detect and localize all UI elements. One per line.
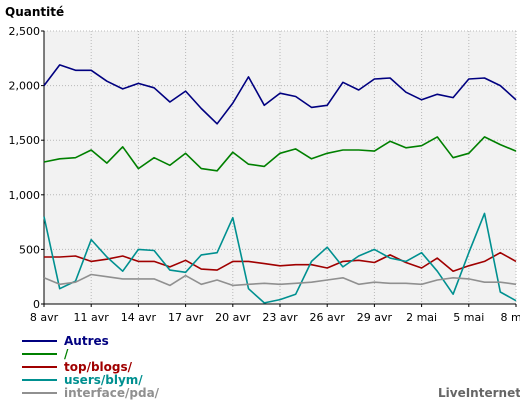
series-line-1 [43,136,517,172]
legend-label: interface/pda/ [64,386,160,400]
y-tick-label: 2,500 [9,25,41,38]
legend-label: top/blogs/ [64,360,133,374]
series-line-3 [43,212,517,304]
x-tick-label: 26 avr [310,311,346,324]
series-lines [43,64,517,304]
liveinternet-credit: LiveInternet [438,386,520,400]
y-tick-label: 500 [19,243,40,256]
y-tick-label: 0 [33,298,40,311]
x-tick-label: 8 mai [500,311,520,324]
legend-label: users/blym/ [64,373,143,387]
x-tick-label: 11 avr [74,311,110,324]
x-tick-label: 14 avr [121,311,157,324]
legend-label: Autres [64,334,109,348]
x-tick-label: 29 avr [357,311,393,324]
y-tick-label: 2,000 [9,80,41,93]
x-tick-label: 20 avr [215,311,251,324]
x-tick-label: 8 avr [30,311,59,324]
legend-label: / [64,347,69,361]
series-line-0 [43,64,517,125]
x-tick-label: 5 mai [453,311,484,324]
legend: Autres/top/blogs/users/blym/interface/pd… [22,334,160,400]
y-tick-label: 1,500 [9,134,41,147]
series-line-4 [43,273,517,287]
y-ticks: 0 500 1,000 1,500 2,000 2,500 [9,25,44,311]
x-tick-label: 23 avr [262,311,298,324]
x-tick-label: 2 mai [406,311,437,324]
x-tick-label: 17 avr [168,311,204,324]
y-axis-label: Quantité [5,5,64,19]
x-ticks: 8 avr 11 avr 14 avr 17 avr 20 avr 23 avr 26 av… [30,304,520,324]
series-line-2 [44,251,517,273]
y-tick-label: 1,000 [9,189,41,202]
